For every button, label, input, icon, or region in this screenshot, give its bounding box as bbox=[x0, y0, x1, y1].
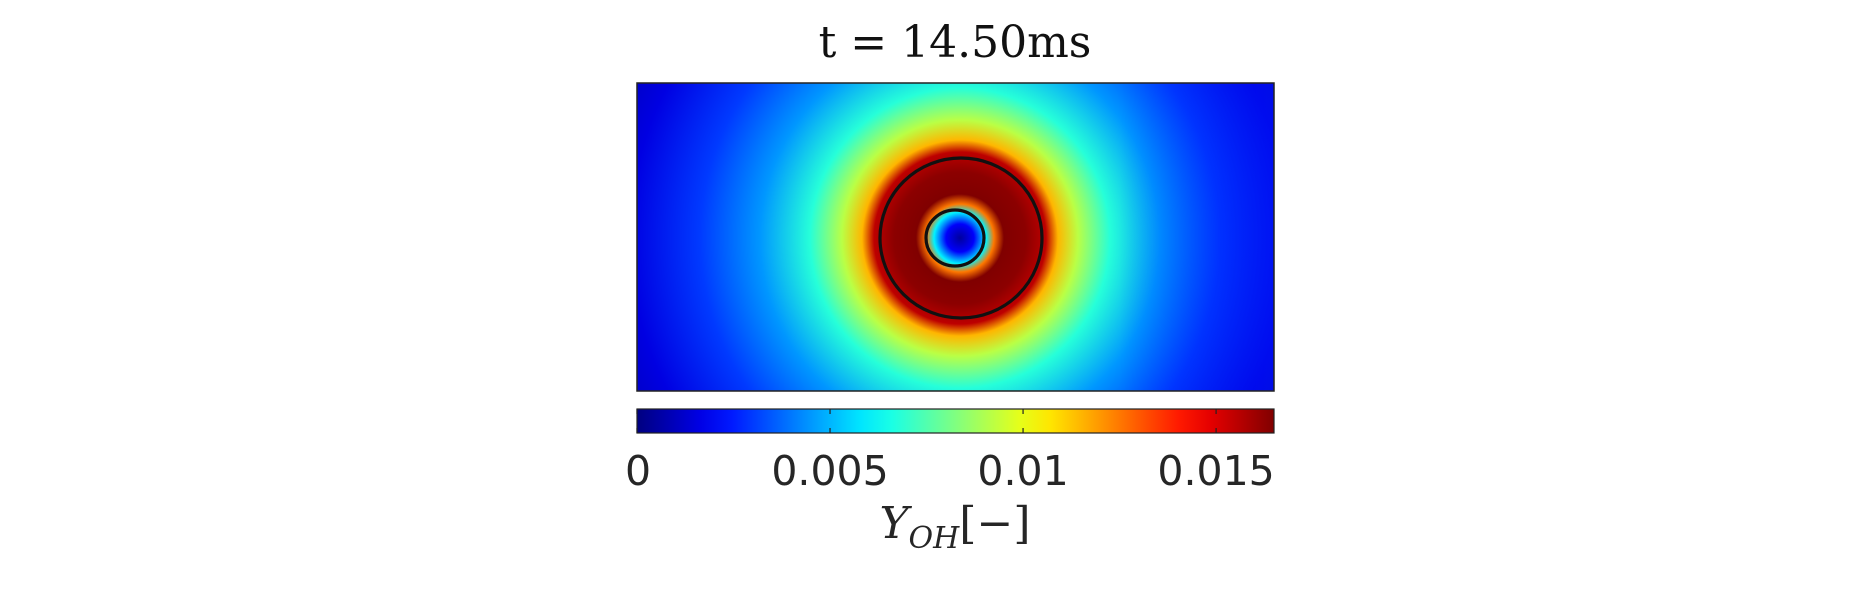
colorbar bbox=[636, 408, 1275, 434]
colorbar-tick-label-0: 0 bbox=[625, 447, 651, 495]
colorbar-label-base: Y bbox=[879, 498, 912, 549]
colorbar-tick-label-3: 0.015 bbox=[1157, 447, 1274, 495]
colorbar-ticks: 0 0.005 0.01 0.015 bbox=[625, 409, 1275, 495]
outer-flame-contour bbox=[878, 156, 1044, 320]
colorbar-label-subscript: OH bbox=[909, 521, 961, 556]
chart-title: t = 14.50ms bbox=[819, 17, 1092, 68]
colorbar-tick-label-2: 0.01 bbox=[977, 447, 1068, 495]
colorbar-label: YOH[−] bbox=[879, 498, 1030, 556]
colorbar-tick-label-1: 0.005 bbox=[771, 447, 888, 495]
plot-frame bbox=[636, 82, 1275, 392]
field-right-fade bbox=[1120, 83, 1274, 391]
colorbar-label-unit: [−] bbox=[959, 498, 1030, 549]
plot-area bbox=[637, 83, 1274, 391]
inner-flame-contour bbox=[924, 208, 986, 268]
